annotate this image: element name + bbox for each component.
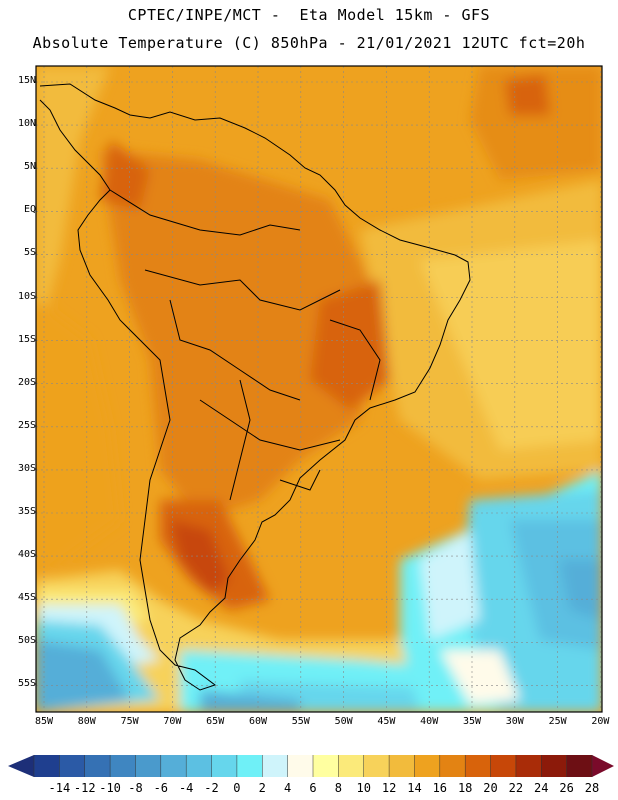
lon-tick-label: 40W bbox=[420, 716, 439, 727]
temperature-field bbox=[36, 66, 602, 712]
colorbar-swatch bbox=[363, 755, 390, 777]
lon-tick-label: 20W bbox=[591, 716, 610, 727]
lat-tick-label: 45S bbox=[17, 592, 36, 604]
lat-tick-label: 35S bbox=[17, 506, 36, 517]
lat-tick-label: 10N bbox=[17, 118, 36, 130]
lat-tick-label: 40S bbox=[17, 549, 36, 561]
lat-lon-grid bbox=[36, 66, 602, 712]
lon-tick-label: 85W bbox=[34, 716, 54, 727]
lon-tick-label: 70W bbox=[163, 716, 182, 727]
colorbar-tick-label: -2 bbox=[204, 781, 219, 795]
colorbar-tick-label: -12 bbox=[73, 781, 96, 795]
colorbar-swatch bbox=[338, 755, 365, 777]
colorbar-swatch bbox=[313, 755, 339, 777]
colorbar-tick-label: 6 bbox=[309, 781, 317, 795]
colorbar-tick-label: 2 bbox=[258, 781, 266, 795]
lon-tick-label: 50W bbox=[334, 716, 353, 727]
colorbar-swatch bbox=[34, 755, 60, 777]
colorbar-tick-label: 26 bbox=[559, 781, 574, 795]
colorbar-swatch bbox=[84, 755, 111, 777]
lon-tick-label: 80W bbox=[77, 716, 96, 727]
colorbar-swatch bbox=[211, 755, 238, 777]
colorbar-swatch bbox=[160, 755, 187, 777]
colorbar-swatch bbox=[110, 755, 136, 777]
colorbar-swatch bbox=[414, 755, 441, 777]
colorbar-swatch bbox=[465, 755, 492, 777]
lat-tick-label: 10S bbox=[17, 290, 36, 302]
coastline-outline bbox=[39, 83, 471, 691]
lon-tick-label: 65W bbox=[206, 716, 225, 727]
colorbar-swatch bbox=[490, 755, 517, 777]
colorbar-tick-label: -10 bbox=[99, 781, 121, 795]
colorbar-tick-label: -6 bbox=[153, 781, 169, 795]
colorbar-swatch bbox=[389, 755, 415, 777]
colorbar-tick-label: 4 bbox=[284, 781, 292, 795]
colorbar-swatch bbox=[287, 755, 314, 777]
title-line-1: CPTEC/INPE/MCT - Eta Model 15km - GFS bbox=[127, 6, 491, 24]
colorbar-arrow-right bbox=[592, 755, 614, 777]
lon-tick-label: 35W bbox=[462, 716, 482, 727]
lat-tick-label: 55S bbox=[17, 678, 36, 690]
colorbar-tick-label: -14 bbox=[48, 781, 71, 795]
colorbar-tick-label: 22 bbox=[508, 781, 524, 795]
colorbar-swatch bbox=[135, 755, 162, 777]
colorbar-tick-label: 14 bbox=[407, 781, 422, 795]
colorbar-tick-label: 12 bbox=[381, 781, 397, 795]
lat-tick-label: 5N bbox=[23, 161, 36, 173]
colorbar-tick-label: 8 bbox=[334, 781, 342, 795]
colorbar-swatch bbox=[439, 755, 466, 777]
colorbar-tick-label: 28 bbox=[584, 781, 600, 795]
lat-tick-label: 15S bbox=[17, 333, 36, 345]
colorbar-tick-label: 24 bbox=[534, 781, 549, 795]
colorbar-tick-label: -4 bbox=[178, 781, 194, 795]
lon-tick-label: 25W bbox=[548, 716, 567, 727]
title-line-2: Absolute Temperature (C) 850hPa - 21/01/… bbox=[32, 34, 586, 52]
colorbar-swatch bbox=[59, 755, 86, 777]
colorbar-tick-label: 16 bbox=[432, 781, 448, 795]
lon-tick-label: 30W bbox=[505, 716, 524, 727]
colorbar-tick-label: 10 bbox=[356, 781, 371, 795]
lon-tick-label: 60W bbox=[248, 716, 268, 727]
colorbar-swatch bbox=[236, 755, 263, 777]
lat-tick-label: 30S bbox=[17, 462, 36, 474]
lat-tick-label: 25S bbox=[17, 419, 36, 431]
lat-tick-label: 15N bbox=[17, 75, 36, 86]
lat-tick-label: EQ bbox=[23, 204, 36, 216]
colorbar-tick-label: 0 bbox=[233, 781, 241, 795]
lon-tick-label: 75W bbox=[120, 716, 139, 727]
colorbar-swatch bbox=[566, 755, 593, 777]
colorbar-arrow-left bbox=[8, 755, 34, 777]
map-frame bbox=[35, 65, 603, 713]
colorbar bbox=[8, 755, 614, 777]
colorbar-tick-label: -8 bbox=[128, 781, 143, 795]
colorbar-swatch bbox=[541, 755, 568, 777]
colorbar-swatch bbox=[186, 755, 213, 777]
colorbar-tick-label: 20 bbox=[483, 781, 498, 795]
lat-tick-label: 20S bbox=[17, 376, 36, 388]
colorbar-swatch bbox=[515, 755, 542, 777]
lat-tick-label: 5S bbox=[23, 247, 36, 259]
lon-tick-label: 45W bbox=[377, 716, 396, 727]
colorbar-swatch bbox=[262, 755, 289, 777]
lon-tick-label: 55W bbox=[291, 716, 310, 727]
lat-tick-label: 50S bbox=[17, 635, 36, 647]
colorbar-tick-label: 18 bbox=[457, 781, 473, 795]
